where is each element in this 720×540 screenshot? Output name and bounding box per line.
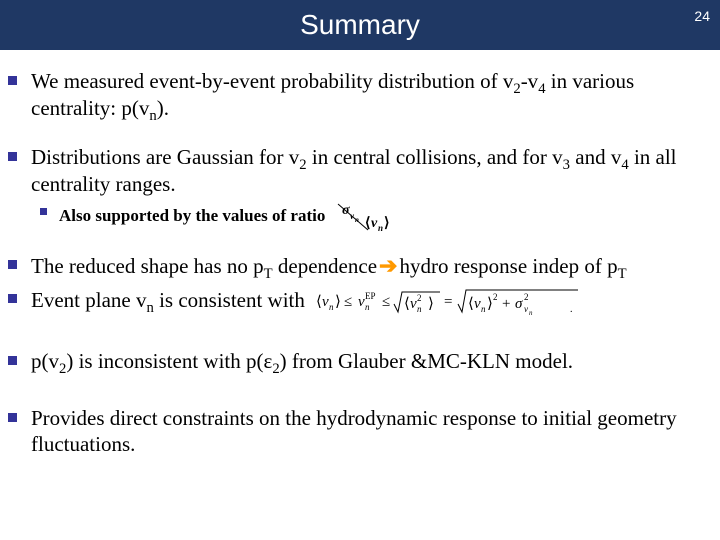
bullet-item: Event plane vn is consistent with ⟨ v n … [6,286,714,320]
svg-text:⟩: ⟩ [428,296,434,312]
content-area: We measured event-by-event probability d… [0,50,720,458]
bullet-text: Distributions are Gaussian for v2 in cen… [31,144,714,198]
svg-text:n: n [417,304,422,314]
bullet-text: p(v2) is inconsistent with p(ε2) from Gl… [31,348,573,375]
svg-text:⟨: ⟨ [404,296,410,312]
svg-text:⟨: ⟨ [468,296,474,312]
bullet-text: Provides direct constraints on the hydro… [31,405,714,459]
bullet-item: The reduced shape has no pT dependence➔h… [6,252,714,280]
svg-text:v: v [358,294,365,310]
svg-text:σ: σ [515,296,523,312]
svg-text:n: n [365,302,370,312]
svg-text:+: + [502,296,510,312]
ratio-formula: σ v n ⟨ v n ⟩ [338,202,408,232]
bullet-icon [8,260,17,269]
bullet-icon [8,413,17,422]
svg-text:⟩: ⟩ [487,296,493,312]
svg-text:v: v [322,294,329,310]
bullet-item: Provides direct constraints on the hydro… [6,405,714,459]
bullet-icon [8,152,17,161]
bullet-icon [40,208,47,215]
svg-text:v: v [474,296,481,312]
svg-text:v: v [524,304,528,314]
svg-text:⟨: ⟨ [365,216,370,231]
bullet-text: Event plane vn is consistent with ⟨ v n … [31,286,586,320]
sub-bullet-item: Also supported by the values of ratio σ … [6,202,714,232]
bullet-item: We measured event-by-event probability d… [6,68,714,122]
bullet-icon [8,76,17,85]
svg-text:n: n [378,223,383,233]
bullet-item: p(v2) is inconsistent with p(ε2) from Gl… [6,348,714,375]
svg-text:2: 2 [524,292,529,302]
svg-text:n: n [481,304,486,314]
arrow-icon: ➔ [377,253,399,278]
svg-text:v: v [410,296,417,312]
svg-text:n: n [529,309,533,317]
svg-text:EP: EP [365,291,376,301]
svg-text:≤: ≤ [344,294,352,310]
svg-text:⟩: ⟩ [335,294,341,310]
svg-text:⟩: ⟩ [384,216,389,231]
bullet-text: We measured event-by-event probability d… [31,68,714,122]
svg-text:n: n [329,302,334,312]
bullet-item: Distributions are Gaussian for v2 in cen… [6,144,714,198]
slide-title: Summary [300,9,420,41]
title-bar: Summary 24 [0,0,720,50]
inequality-formula: ⟨ v n ⟩ ≤ v n EP ≤ ⟨ v n 2 [316,286,586,320]
svg-text:⟨: ⟨ [316,294,322,310]
svg-text:2: 2 [493,292,498,302]
sub-bullet-text: Also supported by the values of ratio σ … [59,202,408,232]
bullet-icon [8,294,17,303]
svg-text:2: 2 [417,293,422,303]
svg-text:≤: ≤ [382,294,390,310]
svg-text:=: = [444,294,452,310]
bullet-text: The reduced shape has no pT dependence➔h… [31,252,627,280]
svg-text:.: . [570,304,573,315]
bullet-icon [8,356,17,365]
svg-text:v: v [371,216,378,231]
page-number: 24 [694,8,710,24]
